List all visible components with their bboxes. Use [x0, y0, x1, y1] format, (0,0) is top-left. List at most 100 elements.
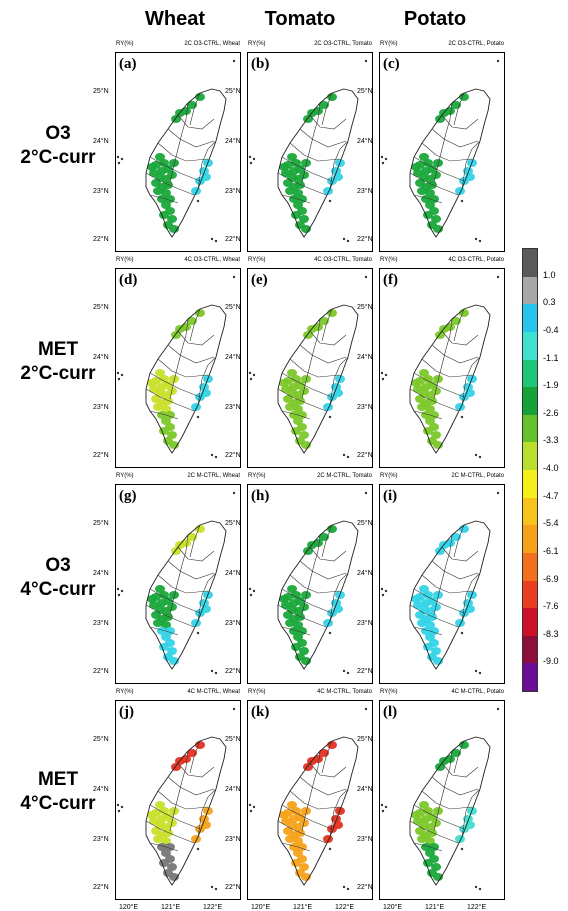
county-boundary — [289, 574, 341, 594]
county-boundary — [309, 330, 347, 346]
row-label-line2: 2°C-curr — [20, 147, 96, 168]
yield-patch — [419, 585, 429, 593]
yield-patch — [455, 403, 465, 411]
county-boundary — [321, 740, 333, 774]
map-panel: (h) RY(%) 2C M-CTRL, Tomato — [247, 473, 373, 684]
yield-patch — [301, 159, 311, 167]
yield-patch — [417, 619, 427, 627]
island — [474, 885, 478, 889]
yield-patch — [291, 807, 301, 815]
county-boundary — [197, 356, 217, 406]
latitude-tick-label: 23°N — [225, 404, 241, 411]
latitude-tick-label: 23°N — [93, 188, 109, 195]
latitude-tick-label: 24°N — [357, 786, 373, 793]
latitude-tick-label: 23°N — [357, 404, 373, 411]
island — [196, 199, 200, 203]
yield-patch — [427, 829, 437, 837]
colorbar-segment — [523, 497, 537, 526]
latitude-tick-label: 25°N — [93, 304, 109, 311]
yield-patch — [157, 411, 167, 419]
island — [117, 161, 121, 165]
county-boundary — [453, 524, 465, 558]
panel-scenario-label: 4C O3-CTRL, Potato — [448, 257, 504, 263]
island — [328, 199, 332, 203]
panel-label: (b) — [251, 56, 270, 72]
yield-patch — [155, 153, 165, 161]
latitude-tick-label: 25°N — [357, 520, 373, 527]
latitude-tick-label: 25°N — [93, 520, 109, 527]
yield-patch — [295, 597, 305, 605]
island — [474, 453, 478, 457]
latitude-tick-label: 23°N — [357, 620, 373, 627]
coastline — [277, 88, 359, 238]
yield-patch — [279, 811, 289, 819]
county-boundary — [149, 804, 201, 830]
yield-patch — [293, 201, 303, 209]
county-boundary — [189, 92, 201, 126]
yield-patch — [153, 403, 163, 411]
island — [381, 809, 385, 813]
county-boundary — [299, 776, 347, 796]
colorbar-tick-label: -7.6 — [543, 601, 559, 612]
county-boundary — [299, 560, 347, 580]
island — [478, 887, 482, 891]
island — [249, 377, 253, 381]
island — [381, 161, 385, 165]
county-boundary — [277, 604, 327, 628]
county-boundary — [167, 344, 215, 364]
yield-patch — [155, 801, 165, 809]
yield-patch — [169, 159, 179, 167]
yield-patch — [327, 93, 337, 101]
latitude-tick-label: 23°N — [357, 188, 373, 195]
county-boundary — [431, 776, 479, 796]
yield-patch — [427, 813, 437, 821]
county-boundary — [197, 572, 217, 622]
coastline — [409, 304, 491, 454]
yield-patch — [147, 811, 157, 819]
panel-scenario-label: 2C M-CTRL, Wheat — [187, 473, 240, 479]
county-boundary — [433, 102, 453, 184]
yield-patch — [433, 807, 443, 815]
colorbar-segment — [523, 414, 537, 443]
yield-patch — [423, 807, 433, 815]
county-boundary — [197, 788, 217, 838]
yield-patch — [191, 619, 201, 627]
yield-patch — [427, 181, 437, 189]
island — [328, 631, 332, 635]
yield-patch — [435, 331, 445, 339]
county-boundary — [145, 604, 195, 628]
colorbar-tick-label: -2.6 — [543, 407, 559, 418]
yield-patch — [171, 763, 181, 771]
yield-patch — [147, 379, 157, 387]
longitude-tick-label: 120°E — [251, 904, 271, 911]
county-boundary — [431, 344, 479, 364]
map-panel: (i) RY(%) 2C M-CTRL, Potato — [379, 473, 505, 684]
island — [346, 455, 350, 459]
island — [364, 275, 368, 279]
yield-patch — [421, 195, 431, 203]
island — [116, 803, 120, 807]
colorbar-segment — [523, 552, 537, 581]
county-boundary — [169, 534, 189, 616]
column-title-tomato: Tomato — [264, 8, 336, 30]
row-label-line2: 4°C-curr — [20, 579, 96, 600]
county-boundary — [281, 372, 333, 398]
yield-patch — [327, 309, 337, 317]
county-boundary — [441, 546, 479, 562]
yield-patch — [159, 807, 169, 815]
county-boundary — [413, 410, 443, 420]
latitude-tick-label: 23°N — [93, 620, 109, 627]
island — [120, 157, 124, 161]
coastline — [409, 736, 491, 886]
yield-patch — [161, 201, 171, 209]
colorbar-segment — [523, 525, 537, 553]
county-boundary — [167, 128, 215, 148]
yield-patch — [295, 381, 305, 389]
taiwan-map — [380, 59, 500, 243]
colorbar-segment — [523, 635, 537, 664]
island — [478, 455, 482, 459]
county-boundary — [177, 114, 215, 130]
county-boundary — [413, 804, 465, 830]
island — [252, 805, 256, 809]
island — [364, 59, 368, 63]
